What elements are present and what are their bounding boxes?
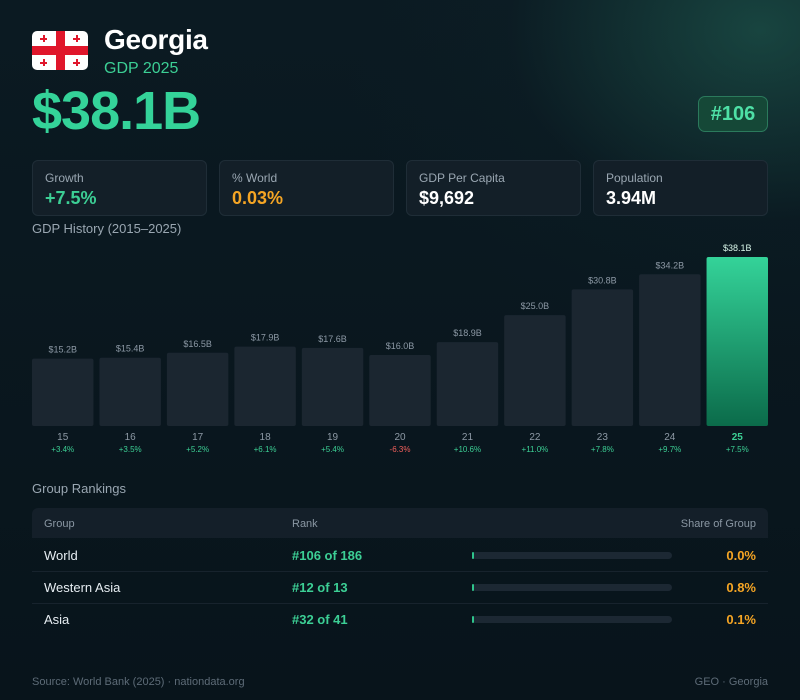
stat-label: Population xyxy=(606,171,663,185)
column-header-share: Share of Group xyxy=(680,518,756,530)
share-bar xyxy=(472,552,672,559)
bar-value-label: $15.2B xyxy=(48,345,77,355)
group-rank: #106 of 186 xyxy=(292,548,363,563)
stat-card-gdp-per-capita: GDP Per Capita $9,692 xyxy=(406,160,581,216)
x-tick-label: 21 xyxy=(462,432,474,443)
stat-card-growth: Growth +7.5% xyxy=(32,160,207,216)
stat-value: $9,692 xyxy=(419,188,475,208)
bar-21 xyxy=(436,342,499,426)
growth-label: +9.7% xyxy=(658,445,681,454)
group-name: World xyxy=(44,548,78,563)
georgia-flag-icon xyxy=(32,31,88,70)
column-header-rank: Rank xyxy=(292,518,318,530)
country-code: GEO · Georgia xyxy=(694,676,768,688)
x-tick-label: 18 xyxy=(260,432,272,443)
bar-value-label: $34.2B xyxy=(656,260,685,270)
group-rank: #32 of 41 xyxy=(292,612,348,627)
growth-label: +7.5% xyxy=(726,445,749,454)
growth-label: +3.4% xyxy=(51,445,74,454)
stat-value: +7.5% xyxy=(45,188,97,208)
stat-label: Growth xyxy=(45,171,84,185)
group-share: 0.1% xyxy=(726,612,756,627)
bar-15 xyxy=(32,358,94,426)
group-rank: #12 of 13 xyxy=(292,580,348,595)
gdp-history-chart: $15.2B 15 +3.4% $15.4B 16 +3.5% $16.5B 17 +5.2% $… xyxy=(32,243,768,454)
bar-value-label: $17.9B xyxy=(251,333,280,343)
group-share: 0.0% xyxy=(726,548,756,563)
group-name: Asia xyxy=(44,612,70,627)
table-row: Asia #32 of 41 0.1% xyxy=(32,603,768,635)
x-tick-label: 24 xyxy=(664,432,676,443)
growth-label: +5.2% xyxy=(186,445,209,454)
growth-label: +11.0% xyxy=(522,445,549,454)
stat-value: 3.94M xyxy=(606,188,657,208)
bar-23 xyxy=(571,289,634,426)
stat-label: GDP Per Capita xyxy=(419,171,505,185)
table-row: Western Asia #12 of 13 0.8% xyxy=(32,571,768,604)
rank-badge: #106 xyxy=(698,96,768,132)
column-header-group: Group xyxy=(44,518,75,530)
bar-value-label: $16.5B xyxy=(183,339,212,349)
bar-17 xyxy=(166,352,229,426)
x-tick-label: 22 xyxy=(529,432,541,443)
stat-card-world-share: % World 0.03% xyxy=(219,160,394,216)
x-tick-label: 17 xyxy=(192,432,204,443)
stat-card-population: Population 3.94M xyxy=(593,160,768,216)
share-bar xyxy=(472,616,672,623)
bar-value-label: $30.8B xyxy=(588,275,617,285)
bar-16 xyxy=(99,357,161,426)
share-bar-fill xyxy=(472,552,474,559)
growth-label: +3.5% xyxy=(119,445,142,454)
share-bar-fill xyxy=(472,616,474,623)
table-header: Group Rank Share of Group xyxy=(32,508,768,538)
bar-19 xyxy=(301,347,364,426)
bar-24 xyxy=(639,274,701,426)
growth-label: +6.1% xyxy=(254,445,277,454)
group-name: Western Asia xyxy=(44,580,121,595)
x-tick-label: 23 xyxy=(597,432,609,443)
bar-value-label: $38.1B xyxy=(723,243,752,253)
bar-value-label: $15.4B xyxy=(116,344,145,354)
page-subtitle: GDP 2025 xyxy=(104,60,179,77)
bar-value-label: $16.0B xyxy=(386,341,415,351)
rankings-table: Group Rank Share of Group World #106 of … xyxy=(32,508,768,636)
bar-22 xyxy=(504,315,566,426)
bar-20 xyxy=(369,355,431,426)
growth-label: +10.6% xyxy=(454,445,481,454)
bar-18 xyxy=(234,346,296,426)
group-share: 0.8% xyxy=(726,580,756,595)
bar-value-label: $17.6B xyxy=(318,334,347,344)
x-tick-label: 20 xyxy=(394,432,406,443)
bar-value-label: $18.9B xyxy=(453,328,482,338)
country-name: Georgia xyxy=(104,24,208,55)
bar-25 xyxy=(706,257,768,426)
growth-label: +7.8% xyxy=(591,445,614,454)
share-bar-fill xyxy=(472,584,474,591)
growth-label: -6.3% xyxy=(390,445,411,454)
x-tick-label: 16 xyxy=(125,432,137,443)
source-note: Source: World Bank (2025) · nationdata.o… xyxy=(32,676,245,688)
growth-label: +5.4% xyxy=(321,445,344,454)
chart-title: GDP History (2015–2025) xyxy=(32,221,182,236)
stat-label: % World xyxy=(232,171,278,185)
share-bar xyxy=(472,584,672,591)
rankings-title: Group Rankings xyxy=(32,481,126,496)
x-tick-label: 15 xyxy=(57,432,69,443)
bar-value-label: $25.0B xyxy=(521,301,550,311)
table-row: World #106 of 186 0.0% xyxy=(32,539,768,572)
x-tick-label: 25 xyxy=(732,432,744,443)
x-tick-label: 19 xyxy=(327,432,339,443)
gdp-value: $38.1B xyxy=(32,81,201,141)
stat-value: 0.03% xyxy=(232,188,284,208)
